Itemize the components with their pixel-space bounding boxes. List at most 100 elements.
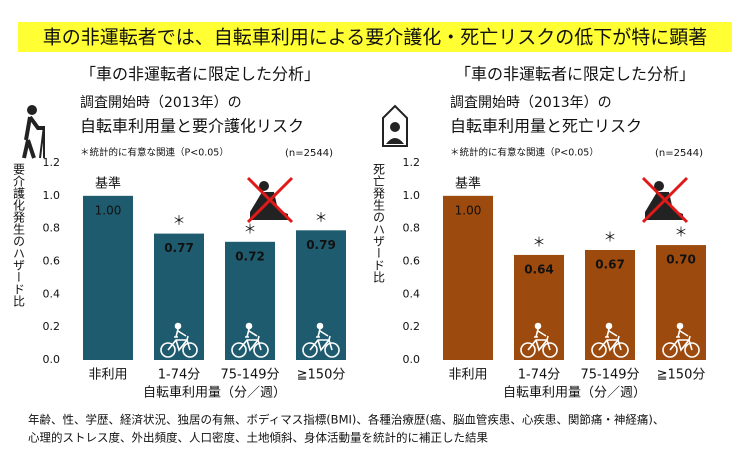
wheel — [302, 342, 318, 358]
bicycle-icon — [160, 322, 198, 358]
wheel — [182, 342, 198, 358]
elderly-icon — [22, 105, 45, 159]
bicycle-icon — [662, 322, 700, 358]
rider-head — [316, 322, 324, 330]
reference-label: 基準 — [95, 175, 121, 191]
y-tick-label: 0.8 — [403, 222, 421, 235]
value-label: 0.70 — [666, 253, 696, 267]
value-label: 0.64 — [524, 262, 554, 276]
x-axis-label: 自転車利用量（分／週） — [143, 386, 286, 401]
bar — [656, 245, 706, 360]
rider-head — [534, 322, 542, 330]
wheel — [662, 342, 678, 358]
significance-mark: ＊ — [243, 222, 256, 237]
bicycle-icon — [302, 322, 340, 358]
reference-label: 基準 — [455, 175, 481, 191]
rider — [606, 328, 618, 338]
chart-title: 自転車利用量と死亡リスク — [450, 117, 642, 136]
bar — [585, 250, 635, 360]
y-tick-label: 1.0 — [403, 189, 421, 202]
value-label: 1.00 — [95, 203, 122, 217]
page-title: 車の非運転者では、自転車利用による要介護化・死亡リスクの低下が特に顕著 — [43, 27, 707, 49]
frame — [238, 335, 262, 352]
significance-mark: ＊ — [532, 235, 545, 250]
rider-head — [174, 322, 182, 330]
sample-size: (n=2544) — [285, 148, 333, 159]
y-tick-label: 0.4 — [43, 287, 61, 300]
x-tick-label: 非利用 — [448, 368, 487, 383]
x-axis-label: 自転車利用量（分／週） — [503, 386, 646, 401]
subtitle: 「車の非運転者に限定した分析」 — [80, 65, 320, 84]
value-label: 0.67 — [595, 258, 625, 272]
y-tick-label: 0.0 — [43, 353, 61, 366]
y-tick-label: 1.0 — [43, 189, 61, 202]
rider-head — [245, 322, 253, 330]
chart-title: 調査開始時（2013年）の — [450, 95, 612, 111]
y-tick-label: 1.2 — [403, 156, 421, 169]
significance-mark: ＊ — [314, 211, 327, 226]
x-tick-label: 1-74分 — [518, 368, 561, 383]
bicycle-icon — [231, 322, 269, 358]
bar — [296, 230, 346, 360]
wheel — [160, 342, 176, 358]
x-tick-label: 1-74分 — [158, 368, 201, 383]
x-tick-label: 75-149分 — [580, 368, 639, 383]
y-axis-label: 死亡発生のハザード比 — [372, 163, 386, 284]
frame — [309, 335, 333, 352]
x-tick-label: ≧150分 — [297, 368, 346, 383]
rider-head — [605, 322, 613, 330]
value-label: 0.72 — [235, 249, 265, 263]
y-tick-label: 0.2 — [43, 320, 61, 333]
rider — [246, 328, 258, 338]
wheel — [253, 342, 269, 358]
y-tick-label: 1.2 — [43, 156, 61, 169]
rider — [535, 328, 547, 338]
note: ＊統計的に有意な関連（P<0.05） — [450, 147, 599, 159]
bar — [83, 195, 133, 360]
y-tick-label: 0.8 — [43, 222, 61, 235]
frame — [598, 335, 622, 352]
significance-mark: ＊ — [603, 231, 616, 246]
bicycle-icon — [591, 322, 629, 358]
wheel — [520, 342, 536, 358]
y-tick-label: 0.0 — [403, 353, 421, 366]
no-car-icon — [246, 176, 294, 224]
bicycle-icon — [520, 322, 558, 358]
significance-mark: ＊ — [674, 226, 687, 241]
footnote: 年齢、性、学歴、経済状況、独居の有無、ボディマス指標(BMI)、各種治療歴(癌、… — [28, 413, 664, 427]
rider — [677, 328, 689, 338]
wheel — [613, 342, 629, 358]
frame — [527, 335, 551, 352]
value-label: 1.00 — [455, 203, 482, 217]
footnote: 心理的ストレス度、外出頻度、人口密度、土地傾斜、身体活動量を統計的に補正した結果 — [28, 431, 488, 445]
value-label: 0.79 — [306, 238, 336, 252]
chart-title: 調査開始時（2013年）の — [80, 95, 242, 111]
frame — [167, 335, 191, 352]
significance-mark: ＊ — [172, 214, 185, 229]
subtitle: 「車の非運転者に限定した分析」 — [455, 65, 695, 84]
rider — [175, 328, 187, 338]
x-tick-label: 非利用 — [88, 368, 127, 383]
y-tick-label: 0.2 — [403, 320, 421, 333]
sample-size: (n=2544) — [655, 148, 703, 159]
wheel — [684, 342, 700, 358]
frame — [669, 335, 693, 352]
value-label: 0.77 — [164, 241, 194, 255]
y-tick-label: 0.4 — [403, 287, 421, 300]
chart-title: 自転車利用量と要介護化リスク — [80, 117, 304, 136]
title-banner — [18, 22, 732, 52]
rider — [317, 328, 329, 338]
y-tick-label: 0.6 — [43, 255, 61, 268]
wheel — [591, 342, 607, 358]
x-tick-label: 75-149分 — [220, 368, 279, 383]
y-axis-label: 要介護化発生のハザード比 — [12, 163, 26, 308]
wheel — [324, 342, 340, 358]
rider-head — [676, 322, 684, 330]
no-car-icon — [641, 176, 689, 224]
bar — [154, 233, 204, 360]
bar — [443, 195, 493, 360]
wheel — [231, 342, 247, 358]
x-tick-label: ≧150分 — [657, 368, 706, 383]
bar — [514, 254, 564, 360]
